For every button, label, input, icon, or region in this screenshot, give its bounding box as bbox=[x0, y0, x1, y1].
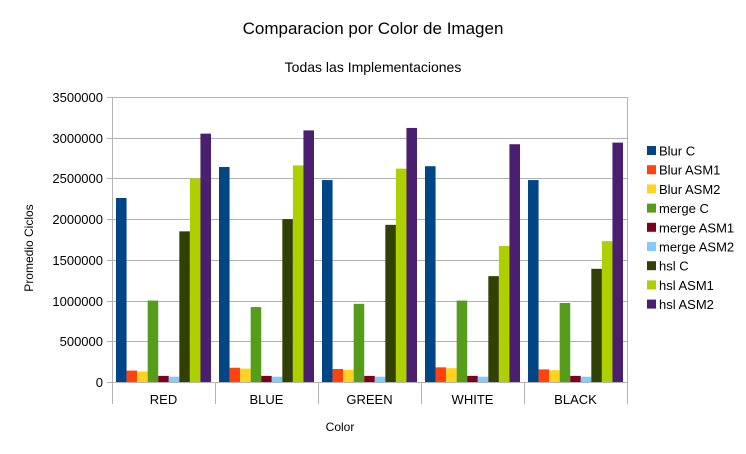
axes: 0 500000 1000000 1500000 2000000 2500000 30000… bbox=[52, 90, 628, 407]
bar bbox=[116, 197, 127, 382]
bar bbox=[559, 303, 571, 382]
legend-swatch bbox=[647, 184, 656, 194]
legend-swatch bbox=[647, 299, 656, 309]
legend-swatch bbox=[647, 261, 656, 271]
bar bbox=[425, 166, 436, 382]
bar bbox=[200, 133, 211, 382]
y-tick-label: 3000000 bbox=[52, 131, 103, 146]
legend-swatch bbox=[647, 203, 656, 213]
bar bbox=[353, 303, 365, 382]
bar bbox=[137, 371, 148, 382]
legend: Blur C Blur ASM1 Blur ASM2 merge C merge ASM… bbox=[647, 144, 734, 312]
legend-label: hsl C bbox=[659, 259, 689, 274]
x-tick-label: GREEN bbox=[346, 392, 392, 407]
bar bbox=[364, 375, 375, 382]
bar bbox=[612, 142, 623, 382]
legend-swatch bbox=[647, 165, 656, 175]
bar bbox=[189, 178, 201, 382]
y-tick-label: 1000000 bbox=[52, 294, 103, 309]
y-axis-label: Promedio Ciclos bbox=[22, 204, 36, 291]
bar bbox=[322, 180, 333, 382]
legend-label: Blur ASM1 bbox=[659, 163, 720, 178]
bar bbox=[435, 367, 447, 382]
y-tick-label: 3500000 bbox=[52, 90, 103, 105]
bar bbox=[509, 144, 520, 382]
legend-label: hsl ASM1 bbox=[659, 278, 714, 293]
bar bbox=[488, 276, 499, 382]
y-tick-label: 2000000 bbox=[52, 212, 103, 227]
bar bbox=[343, 369, 354, 382]
legend-label: merge C bbox=[659, 201, 709, 216]
bar bbox=[332, 368, 344, 382]
x-tick-label: BLACK bbox=[554, 392, 597, 407]
bar bbox=[406, 127, 417, 382]
bar bbox=[446, 368, 457, 382]
x-tick-label: WHITE bbox=[452, 392, 494, 407]
chart-subtitle: Todas las Implementaciones bbox=[284, 59, 462, 75]
legend-label: hsl ASM2 bbox=[659, 297, 714, 312]
bar bbox=[147, 300, 159, 382]
bar bbox=[580, 376, 592, 382]
y-tick-label: 0 bbox=[96, 375, 103, 390]
x-tick-label: RED bbox=[150, 392, 177, 407]
bar bbox=[538, 369, 550, 382]
bar bbox=[374, 376, 386, 382]
legend-label: merge ASM1 bbox=[659, 220, 734, 235]
bar bbox=[570, 375, 581, 382]
bar bbox=[158, 375, 169, 382]
bar bbox=[549, 370, 560, 382]
bar bbox=[303, 130, 314, 382]
x-axis-label: Color bbox=[326, 420, 355, 434]
bar bbox=[168, 376, 180, 382]
bar bbox=[271, 376, 283, 382]
bar bbox=[219, 167, 230, 382]
legend-swatch bbox=[647, 242, 656, 251]
bar bbox=[467, 375, 478, 382]
bar bbox=[179, 231, 190, 382]
bar bbox=[385, 224, 396, 382]
legend-label: merge ASM2 bbox=[659, 240, 734, 255]
bar bbox=[395, 168, 407, 382]
bar bbox=[591, 268, 602, 382]
bar bbox=[477, 376, 489, 382]
y-tick-label: 1500000 bbox=[52, 253, 103, 268]
bars bbox=[116, 127, 623, 382]
legend-swatch bbox=[647, 280, 656, 290]
y-tick-label: 2500000 bbox=[52, 171, 103, 186]
y-tick-label: 500000 bbox=[60, 334, 103, 349]
legend-swatch bbox=[647, 222, 656, 232]
chart-title: Comparacion por Color de Imagen bbox=[242, 19, 504, 38]
bar bbox=[229, 367, 241, 382]
legend-label: Blur ASM2 bbox=[659, 182, 720, 197]
legend-label: Blur C bbox=[659, 144, 695, 159]
bar bbox=[292, 165, 304, 382]
bar bbox=[282, 219, 293, 382]
bar bbox=[456, 300, 468, 382]
bar bbox=[498, 246, 510, 382]
bar bbox=[528, 180, 539, 382]
bar bbox=[601, 241, 613, 382]
x-tick-label: BLUE bbox=[250, 392, 284, 407]
bar bbox=[250, 307, 262, 382]
legend-swatch bbox=[647, 146, 656, 155]
bar bbox=[126, 370, 138, 382]
bar bbox=[261, 375, 272, 382]
bar bbox=[240, 368, 251, 382]
